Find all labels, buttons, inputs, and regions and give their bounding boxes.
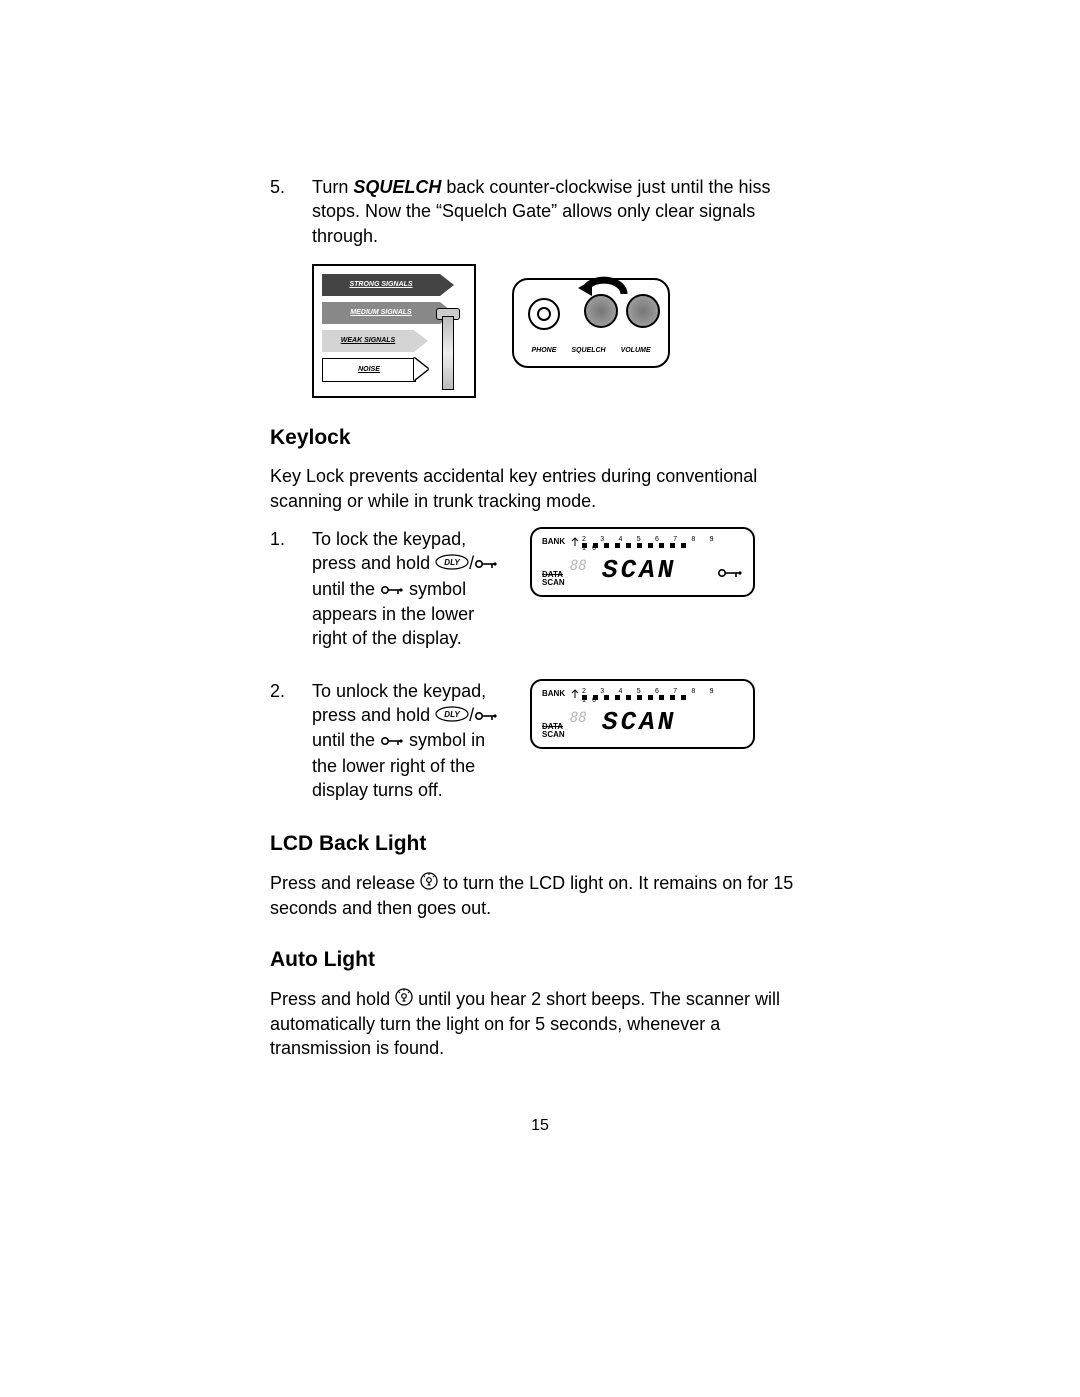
band-medium: MEDIUM SIGNALS xyxy=(322,302,440,324)
svg-text:DLY: DLY xyxy=(444,558,460,567)
label-squelch: SQUELCH xyxy=(571,346,605,355)
key-icon xyxy=(717,561,743,585)
step-text: Turn SQUELCH back counter-clockwise just… xyxy=(312,175,810,248)
lcd-bank-label: BANK xyxy=(542,537,565,548)
lcd-unlocked: BANK 2 3 4 5 6 7 8 9 10 88 SCAN DATA SCA… xyxy=(530,679,755,749)
step-number: 1. xyxy=(270,527,312,651)
arrow-icon xyxy=(414,330,428,352)
heading-auto-light: Auto Light xyxy=(270,946,810,974)
manual-page: 5. Turn SQUELCH back counter-clockwise j… xyxy=(0,0,1080,1397)
heading-keylock: Keylock xyxy=(270,424,810,452)
squelch-gate xyxy=(442,316,454,390)
turn-arrow-icon xyxy=(574,276,634,304)
step-text: To unlock the keypad, press and hold DLY… xyxy=(312,679,500,803)
arrow-icon xyxy=(414,358,428,380)
text: Turn xyxy=(312,177,353,197)
key-icon xyxy=(380,578,404,602)
antenna-icon xyxy=(570,536,580,546)
label-phone: PHONE xyxy=(531,346,556,355)
lcd-backlight-text: Press and release to turn the LCD light … xyxy=(270,871,810,921)
text: the lower right of the xyxy=(312,756,475,776)
antenna-icon xyxy=(570,688,580,698)
keylock-step-1: 1. To lock the keypad, press and hold DL… xyxy=(270,527,810,651)
device-outline: PHONE SQUELCH VOLUME xyxy=(512,278,670,368)
label-volume: VOLUME xyxy=(621,346,651,355)
band-noise: NOISE xyxy=(322,358,416,382)
light-button-icon xyxy=(395,988,413,1012)
text: right of the display. xyxy=(312,628,462,648)
figure-row: STRONG SIGNALS MEDIUM SIGNALS WEAK SIGNA… xyxy=(312,264,810,398)
device-labels: PHONE SQUELCH VOLUME xyxy=(524,346,658,355)
lcd-scan-big: SCAN xyxy=(602,705,676,740)
phone-jack-icon xyxy=(528,298,560,330)
keylock-step-2: 2. To unlock the keypad, press and hold … xyxy=(270,679,810,803)
lcd-locked: BANK 2 3 4 5 6 7 8 9 10 88 SCAN DATA SCA… xyxy=(530,527,755,597)
step-5: 5. Turn SQUELCH back counter-clockwise j… xyxy=(270,175,810,248)
band-weak: WEAK SIGNALS xyxy=(322,330,414,352)
lcd-scan-small: SCAN xyxy=(542,578,565,587)
lcd-data-scan: DATA SCAN xyxy=(542,571,565,587)
text: press and hold xyxy=(312,553,435,573)
text: display turns off. xyxy=(312,780,443,800)
text: Press and hold xyxy=(270,989,395,1009)
arrow-icon xyxy=(440,274,454,296)
text: Press and release xyxy=(270,873,420,893)
text: symbol xyxy=(404,579,466,599)
lcd-bank-label: BANK xyxy=(542,689,565,700)
step-text: To lock the keypad, press and hold DLY/ … xyxy=(312,527,500,651)
text: To lock the keypad, xyxy=(312,529,466,549)
key-icon xyxy=(474,704,498,728)
lcd-bank-dots xyxy=(582,695,743,700)
lcd-scan-small: SCAN xyxy=(542,730,565,739)
key-icon xyxy=(474,552,498,576)
text: press and hold xyxy=(312,705,435,725)
dly-key-icon: DLY xyxy=(435,704,469,728)
light-button-icon xyxy=(420,872,438,896)
text: until the xyxy=(312,579,380,599)
band-strong: STRONG SIGNALS xyxy=(322,274,440,296)
text: symbol in xyxy=(404,730,485,750)
lcd-scan-big: SCAN xyxy=(602,553,676,588)
keylock-intro: Key Lock prevents accidental key entries… xyxy=(270,464,810,513)
text: appears in the lower xyxy=(312,604,474,624)
lcd-bank-dots xyxy=(582,543,743,548)
heading-lcd-backlight: LCD Back Light xyxy=(270,830,810,858)
lcd-data-scan: DATA SCAN xyxy=(542,723,565,739)
auto-light-text: Press and hold until you hear 2 short be… xyxy=(270,987,810,1061)
signal-strength-diagram: STRONG SIGNALS MEDIUM SIGNALS WEAK SIGNA… xyxy=(312,264,476,398)
text: until the xyxy=(312,730,380,750)
step-number: 2. xyxy=(270,679,312,803)
squelch-label: SQUELCH xyxy=(353,177,441,197)
svg-text:DLY: DLY xyxy=(444,710,460,719)
page-number: 15 xyxy=(0,1115,1080,1137)
step-number: 5. xyxy=(270,175,312,248)
text: To unlock the keypad, xyxy=(312,681,486,701)
key-icon xyxy=(380,729,404,753)
dly-key-icon: DLY xyxy=(435,552,469,576)
lcd-faded-digits: 88 xyxy=(570,709,587,728)
device-top-diagram: PHONE SQUELCH VOLUME xyxy=(506,264,676,374)
lcd-faded-digits: 88 xyxy=(570,557,587,576)
